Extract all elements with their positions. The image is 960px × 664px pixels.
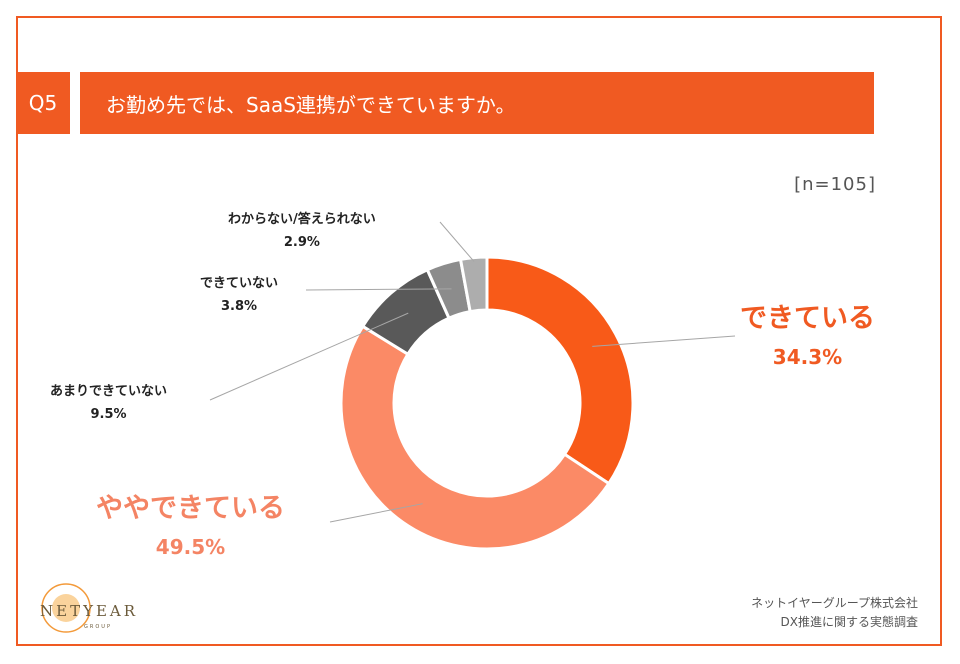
leader-line-amari-dekiteinai [209,312,409,401]
slice-label-amari-dekiteinai-name: あまりできていない [50,384,168,399]
leader-line-dekiteinai [305,288,452,291]
slice-label-amari-dekiteinai: あまりできていない 9.5% [50,380,167,422]
leader-line-yaya-dekiteiru [329,503,423,523]
logo-wordmark: NETYEAR [40,602,138,620]
slice-label-wakaranai: わからない/答えられない 2.9% [228,208,376,250]
netyear-logo: NETYEAR GROUP [40,583,138,633]
leader-line-wakaranai [439,221,475,262]
footer-survey: DX推進に関する実態調査 [780,615,918,629]
leader-lines [209,221,736,523]
logo-sun [52,594,80,622]
donut-slices [339,255,635,551]
footer-credit: ネットイヤーグループ株式会社 DX推進に関する実態調査 [751,594,918,632]
donut-slice-dekiteiru [485,255,635,486]
slice-label-dekiteinai: できていない 3.8% [200,272,278,314]
slice-label-amari-dekiteinai-value: 9.5% [90,407,127,422]
footer-company: ネットイヤーグループ株式会社 [751,596,918,610]
slice-label-wakaranai-name: わからない/答えられない [228,212,376,227]
logo-ring [41,583,91,633]
slice-label-dekiteiru-name: できている [740,303,875,334]
slice-label-yaya-dekiteiru-name: ややできている [96,493,285,524]
question-title: お勤め先では、SaaS連携ができていますか。 [80,72,874,134]
donut-slice-yaya-dekiteiru [339,324,611,551]
slice-label-yaya-dekiteiru: ややできている 49.5% [96,486,285,559]
slice-label-dekiteinai-value: 3.8% [220,299,258,314]
slice-label-dekiteinai-name: できていない [200,276,279,291]
question-number-badge: Q5 [16,72,70,134]
logo-sub: GROUP [84,624,112,630]
leader-line-dekiteiru [592,335,736,347]
slice-label-dekiteiru: できている 34.3% [740,296,875,369]
slide-frame [16,16,942,646]
sample-size-label: [n=105] [794,174,876,195]
slice-label-wakaranai-value: 2.9% [283,235,320,250]
slice-label-yaya-dekiteiru-value: 49.5% [155,535,226,559]
slice-label-dekiteiru-value: 34.3% [772,345,843,369]
donut-slice-wakaranai [458,255,489,314]
